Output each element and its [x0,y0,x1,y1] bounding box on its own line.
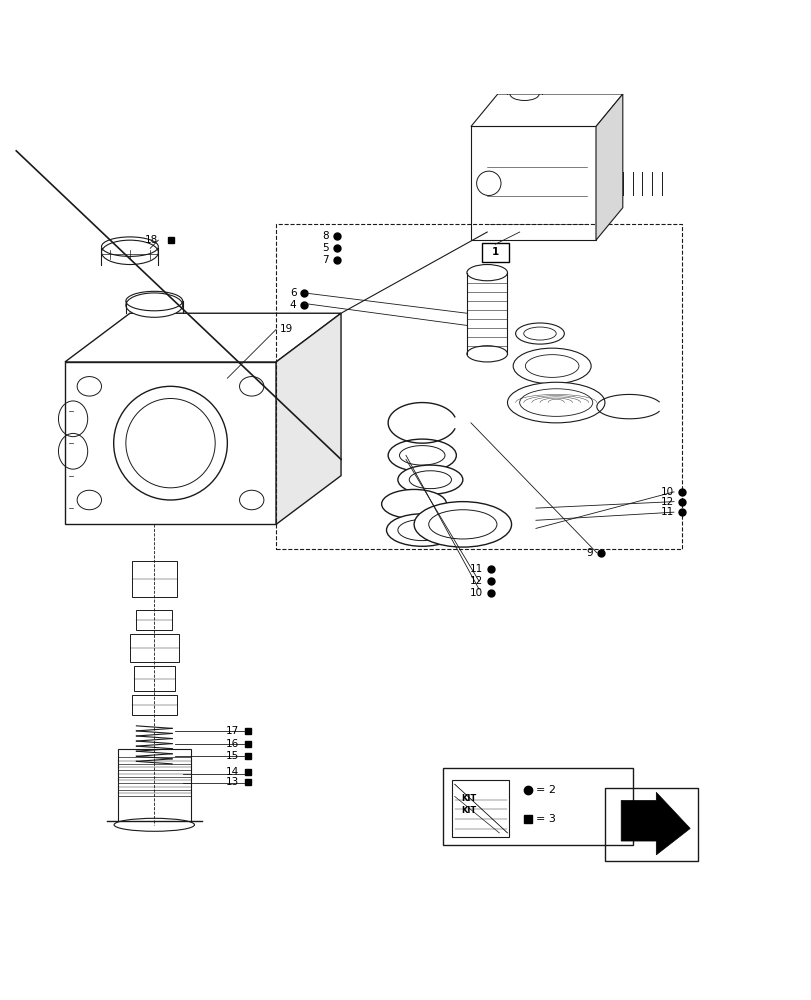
Text: 7: 7 [322,255,328,265]
Bar [604,788,697,861]
Bar [131,695,177,715]
Polygon shape [65,313,341,362]
Text: 15: 15 [226,751,239,761]
Polygon shape [595,94,622,240]
Ellipse shape [513,348,590,384]
Text: 14: 14 [226,767,239,777]
Ellipse shape [101,240,158,265]
Bar [65,362,276,524]
Text: 12: 12 [470,576,483,586]
Bar [118,749,191,825]
Text: 13: 13 [226,777,239,787]
Polygon shape [470,94,622,126]
Text: 11: 11 [470,564,483,574]
FancyBboxPatch shape [452,780,508,837]
Text: 10: 10 [470,588,483,598]
Ellipse shape [126,293,182,317]
Polygon shape [276,313,341,524]
Bar [134,666,174,691]
Text: 6: 6 [290,288,296,298]
Ellipse shape [114,818,195,831]
Polygon shape [620,792,689,855]
Text: 11: 11 [660,507,673,517]
Text: 16: 16 [226,739,239,749]
Bar [131,561,177,597]
Bar [470,126,595,240]
Ellipse shape [414,502,511,547]
Ellipse shape [515,323,564,344]
Ellipse shape [507,382,604,423]
Ellipse shape [381,489,446,519]
Bar [442,768,633,845]
Ellipse shape [509,63,539,76]
Text: KIT: KIT [461,794,476,803]
Ellipse shape [397,465,462,494]
Text: 18: 18 [145,235,158,245]
Bar [136,610,172,630]
Ellipse shape [388,439,456,472]
Ellipse shape [466,346,507,362]
Text: 19: 19 [280,324,293,334]
Text: = 2: = 2 [535,785,556,795]
Bar [130,634,178,662]
Text: 8: 8 [322,231,328,241]
Ellipse shape [466,265,507,281]
Text: 9: 9 [586,548,592,558]
Text: 4: 4 [290,300,296,310]
Text: 10: 10 [660,487,673,497]
Text: KIT: KIT [461,806,476,815]
Ellipse shape [386,514,457,546]
Text: 12: 12 [660,497,673,507]
Text: 17: 17 [226,726,239,736]
Text: = 3: = 3 [535,814,555,824]
Text: 1: 1 [491,247,498,257]
Text: 5: 5 [322,243,328,253]
FancyBboxPatch shape [481,243,508,262]
